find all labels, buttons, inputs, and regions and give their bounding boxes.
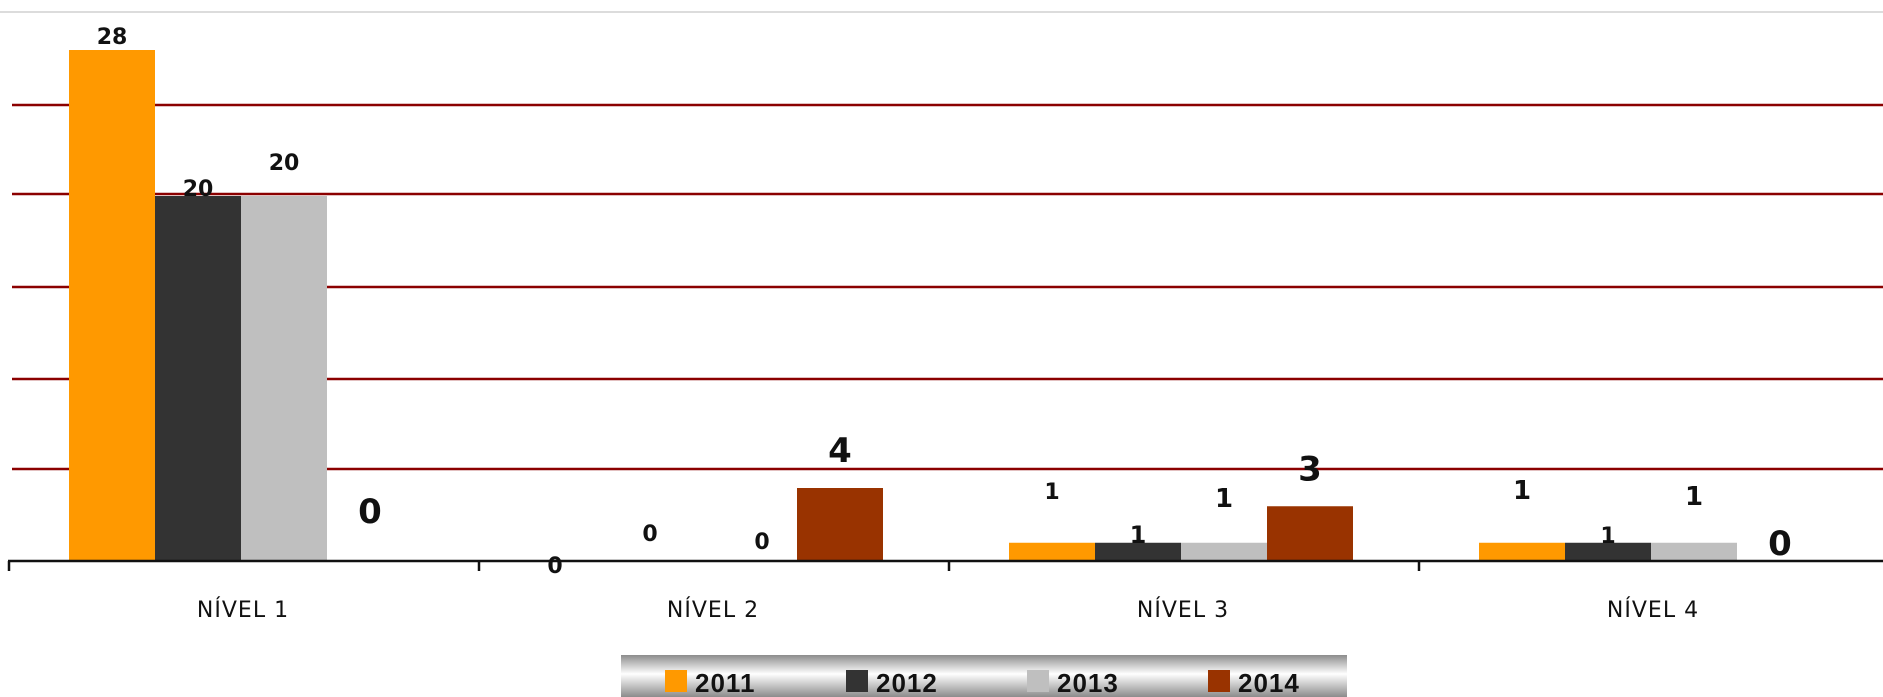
data-label: 0: [358, 492, 382, 532]
legend-swatch-2011: [665, 670, 687, 692]
bar-2014-3: [1267, 506, 1353, 561]
data-label: 4: [828, 431, 852, 471]
x-tick-label: NÍVEL 3: [1137, 597, 1229, 623]
legend-swatch-2014: [1208, 670, 1230, 692]
bar-2012-4: [1565, 542, 1651, 561]
legend-label-2011: 2011: [695, 668, 755, 697]
bar-2012-1: [155, 196, 241, 561]
bar-2014-2: [797, 488, 883, 561]
legend-label-2013: 2013: [1057, 668, 1119, 697]
data-label: 1: [1130, 521, 1147, 549]
bar-2013-3: [1181, 542, 1267, 561]
data-label: 0: [547, 554, 562, 579]
data-label: 1: [1044, 480, 1059, 505]
data-label: 0: [1768, 524, 1792, 564]
x-tick-label: NÍVEL 1: [197, 597, 289, 623]
bar-2011-3: [1009, 542, 1095, 561]
bar-2012-3: [1095, 542, 1181, 561]
data-label: 1: [1215, 484, 1233, 514]
data-label: 0: [754, 530, 769, 555]
legend-label-2012: 2012: [876, 668, 938, 697]
legend-swatch-2012: [846, 670, 868, 692]
data-label: 3: [1298, 449, 1322, 489]
data-label: 0: [642, 522, 657, 547]
bar-2013-1: [241, 196, 327, 561]
bar-2013-4: [1651, 542, 1737, 561]
x-tick-label: NÍVEL 2: [667, 597, 759, 623]
data-label: 20: [269, 151, 300, 176]
bar-2011-1: [69, 50, 155, 561]
data-label: 20: [183, 177, 214, 202]
legend-label-2014: 2014: [1238, 668, 1300, 697]
legend-swatch-2013: [1027, 670, 1049, 692]
data-label: 1: [1600, 524, 1615, 549]
data-label: 1: [1513, 476, 1531, 506]
legend: 2011 2012 2013 2014: [621, 655, 1347, 697]
data-label: 28: [97, 25, 128, 50]
bar-2011-4: [1479, 542, 1565, 561]
x-tick-label: NÍVEL 4: [1607, 597, 1699, 623]
data-label: 1: [1685, 482, 1703, 512]
